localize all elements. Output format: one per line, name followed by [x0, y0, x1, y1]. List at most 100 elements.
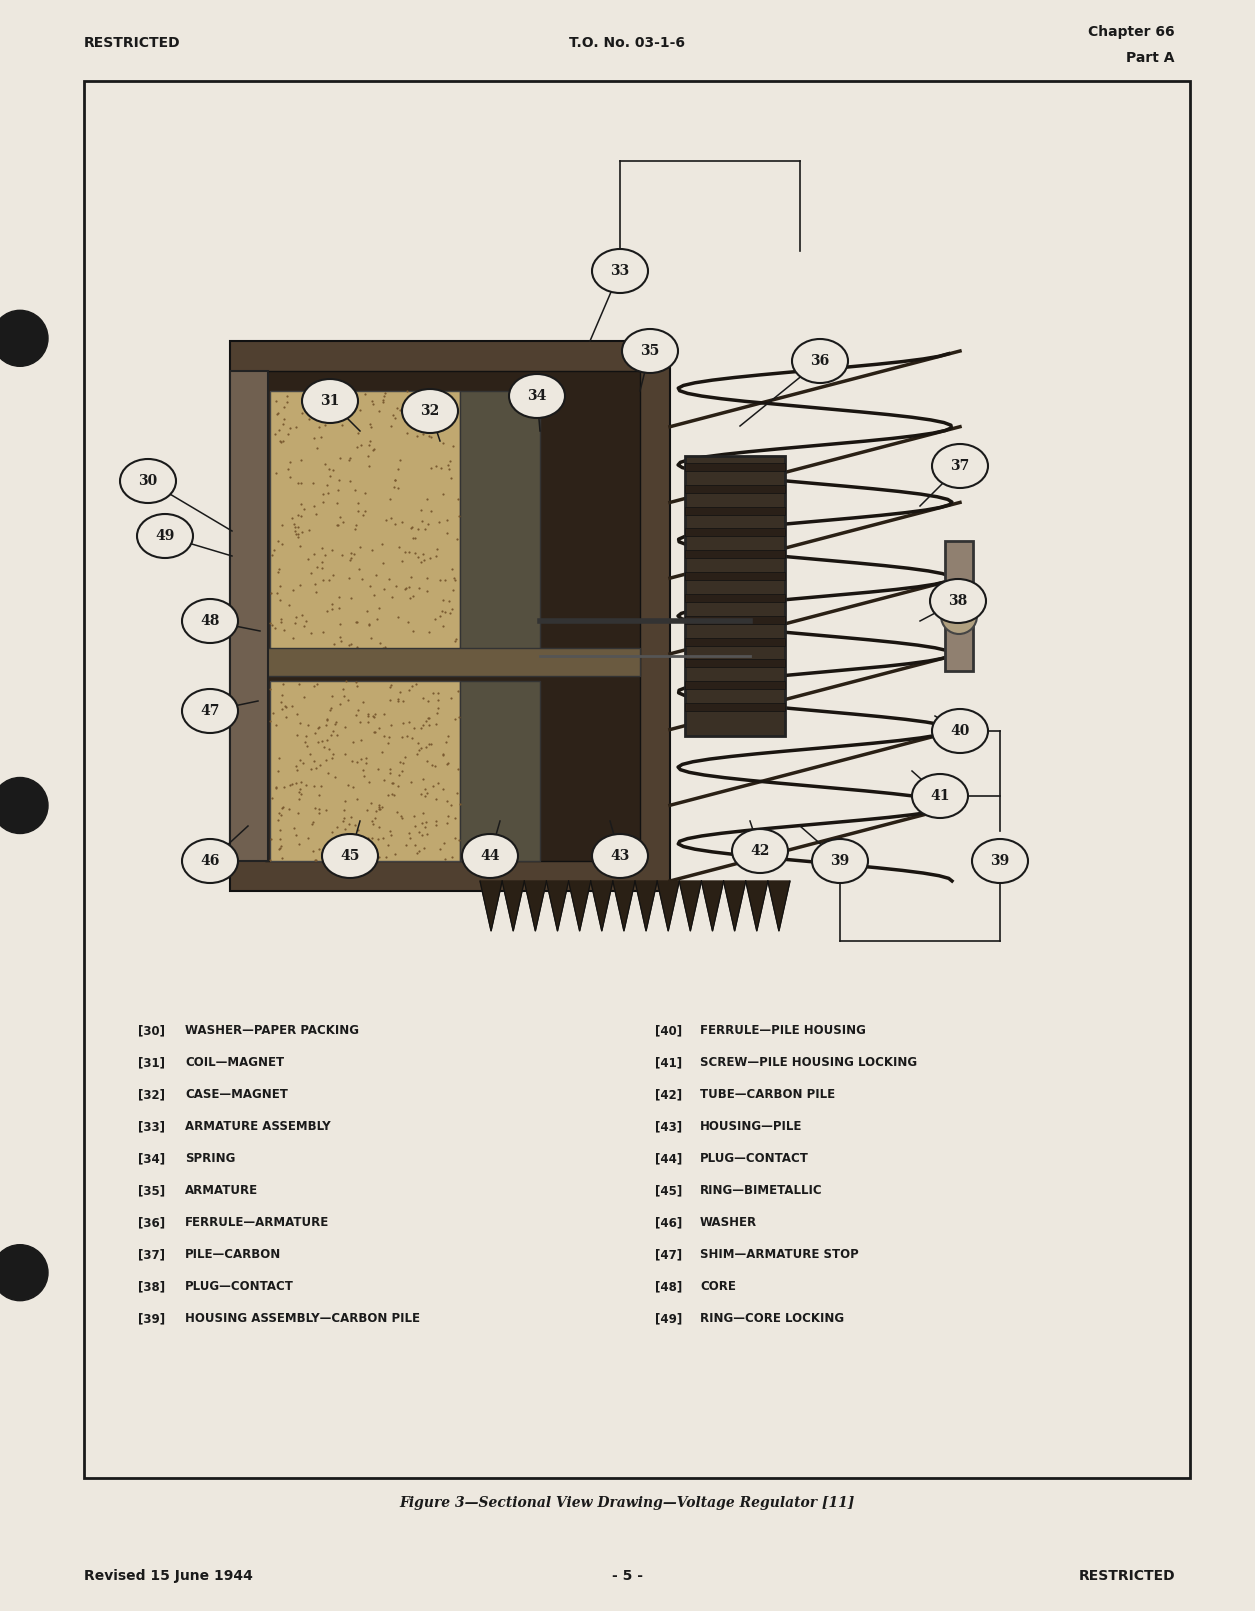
Point: [448, 678, 468, 704]
Point: [290, 748, 310, 773]
Point: [306, 501, 326, 527]
Text: Part A: Part A: [1127, 52, 1175, 64]
Point: [378, 730, 398, 756]
Point: [358, 701, 378, 727]
Point: [262, 701, 282, 727]
Text: 32: 32: [420, 404, 439, 417]
Point: [437, 520, 457, 546]
Point: [407, 672, 427, 698]
Text: CORE: CORE: [700, 1281, 735, 1294]
Point: [375, 507, 395, 533]
Point: [351, 746, 371, 772]
Point: [269, 556, 289, 582]
Point: [404, 715, 424, 741]
Point: [286, 770, 306, 796]
Point: [340, 548, 360, 574]
Point: [345, 516, 365, 541]
Point: [323, 562, 343, 588]
Point: [320, 462, 340, 488]
Point: [261, 580, 281, 606]
Point: [366, 562, 387, 588]
Point: [413, 765, 433, 791]
Ellipse shape: [182, 690, 238, 733]
Ellipse shape: [323, 834, 378, 878]
Point: [446, 625, 466, 651]
Point: [282, 772, 302, 797]
Point: [364, 437, 384, 462]
Point: [405, 525, 425, 551]
Point: [302, 809, 323, 834]
Point: [292, 400, 312, 425]
Point: [404, 540, 424, 565]
Point: [300, 561, 320, 586]
Ellipse shape: [792, 338, 848, 383]
Point: [389, 762, 409, 788]
Point: [449, 826, 469, 852]
Point: [432, 598, 452, 623]
Bar: [685, 506, 784, 514]
Point: [429, 836, 449, 862]
Point: [353, 690, 373, 715]
Point: [312, 554, 333, 580]
Bar: [685, 572, 784, 580]
Point: [329, 467, 349, 493]
Point: [270, 817, 290, 843]
Point: [399, 820, 419, 846]
Point: [282, 693, 302, 719]
Point: [341, 748, 361, 773]
Ellipse shape: [912, 773, 968, 818]
Point: [302, 470, 323, 496]
Point: [433, 741, 453, 767]
Point: [402, 768, 422, 794]
Point: [427, 809, 447, 834]
Point: [393, 509, 413, 535]
Point: [425, 712, 446, 738]
Point: [393, 806, 413, 831]
Point: [305, 720, 325, 746]
Text: RING—CORE LOCKING: RING—CORE LOCKING: [700, 1313, 845, 1326]
Point: [388, 799, 408, 825]
Point: [328, 512, 348, 538]
Point: [359, 612, 379, 638]
Point: [328, 477, 348, 503]
Point: [408, 545, 428, 570]
Point: [433, 777, 453, 802]
Point: [429, 406, 449, 432]
Point: [439, 588, 459, 614]
Text: SPRING: SPRING: [184, 1152, 236, 1165]
Point: [266, 401, 286, 427]
Point: [389, 680, 409, 706]
Text: [44]: [44]: [655, 1152, 683, 1165]
Point: [276, 694, 296, 720]
Point: [363, 391, 383, 417]
Point: [387, 574, 407, 599]
Text: 33: 33: [610, 264, 630, 279]
Point: [323, 719, 343, 744]
Point: [409, 738, 429, 764]
Point: [379, 723, 399, 749]
Point: [415, 707, 435, 733]
Point: [388, 604, 408, 630]
Text: 39: 39: [990, 854, 1009, 868]
Point: [420, 546, 441, 572]
Point: [282, 577, 302, 603]
Point: [366, 606, 387, 632]
Point: [427, 390, 447, 416]
Bar: [230, 371, 269, 860]
Point: [403, 617, 423, 643]
Point: [275, 773, 295, 799]
Point: [320, 698, 340, 723]
Point: [388, 773, 408, 799]
Point: [448, 503, 468, 528]
Point: [348, 673, 368, 699]
Ellipse shape: [402, 388, 458, 433]
Point: [277, 383, 297, 409]
Point: [271, 430, 291, 456]
Point: [442, 844, 462, 870]
Point: [338, 822, 358, 847]
Text: SCREW—PILE HOUSING LOCKING: SCREW—PILE HOUSING LOCKING: [700, 1057, 917, 1070]
Point: [348, 839, 368, 865]
Point: [306, 847, 326, 873]
Ellipse shape: [622, 329, 678, 374]
Text: HOUSING ASSEMBLY—CARBON PILE: HOUSING ASSEMBLY—CARBON PILE: [184, 1313, 420, 1326]
